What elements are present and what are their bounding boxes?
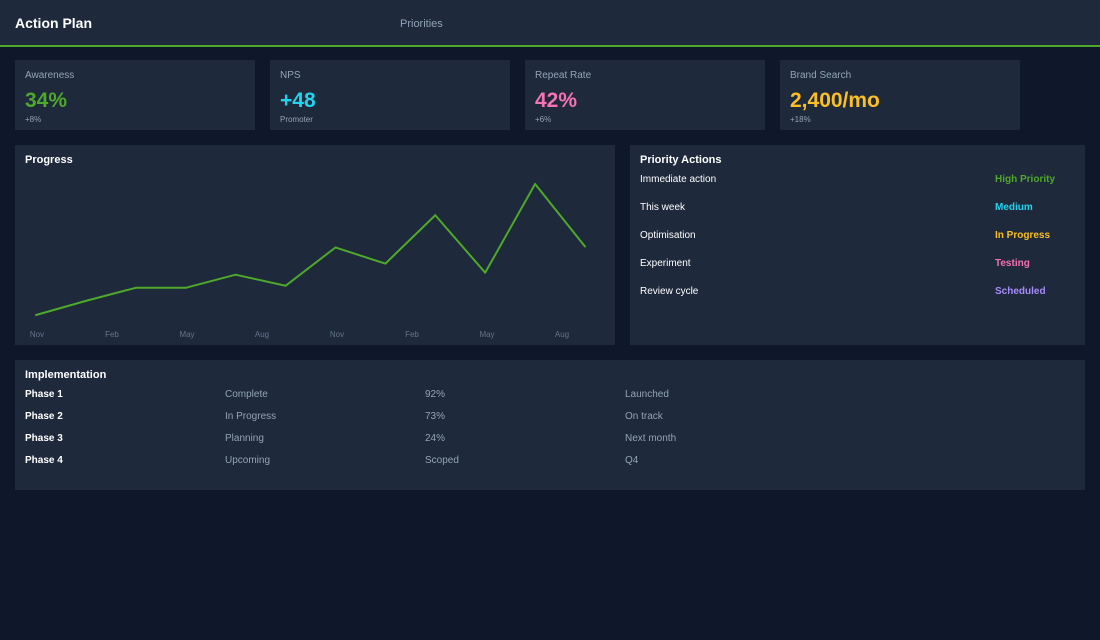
phase-percent: 24% bbox=[425, 433, 446, 444]
progress-title: Progress bbox=[25, 154, 73, 166]
kpi-label: NPS bbox=[280, 70, 301, 81]
phase-name: Phase 1 bbox=[25, 389, 63, 400]
progress-data-point bbox=[134, 286, 137, 289]
implementation-row: Phase 4 Upcoming Scoped Q4 bbox=[25, 455, 1075, 471]
implementation-row: Phase 2 In Progress 73% On track bbox=[25, 411, 1075, 427]
kpi-sub: +8% bbox=[25, 115, 42, 124]
priority-action-label: Experiment bbox=[640, 258, 691, 269]
progress-data-point bbox=[434, 214, 437, 217]
priority-action-row[interactable]: This week Medium bbox=[640, 202, 1065, 218]
progress-panel: Progress Nov Feb May Aug Nov Feb May Aug bbox=[15, 145, 615, 345]
kpi-card-nps: NPS +48 Promoter bbox=[270, 60, 510, 130]
kpi-label: Awareness bbox=[25, 70, 75, 81]
x-tick-label: May bbox=[179, 330, 194, 339]
phase-status: Planning bbox=[225, 433, 264, 444]
kpi-sub: Promoter bbox=[280, 115, 313, 124]
priority-actions-title: Priority Actions bbox=[640, 154, 722, 166]
priority-action-row[interactable]: Optimisation In Progress bbox=[640, 230, 1065, 246]
phase-note: Q4 bbox=[625, 455, 639, 466]
x-tick-label: Aug bbox=[255, 330, 269, 339]
phase-status: Upcoming bbox=[225, 455, 271, 466]
kpi-label: Brand Search bbox=[790, 70, 852, 81]
x-tick-label: Feb bbox=[105, 330, 119, 339]
implementation-row: Phase 1 Complete 92% Launched bbox=[25, 389, 1075, 405]
priority-action-row[interactable]: Immediate action High Priority bbox=[640, 174, 1065, 190]
priority-action-status: Scheduled bbox=[995, 286, 1046, 297]
implementation-row: Phase 3 Planning 24% Next month bbox=[25, 433, 1075, 449]
nav-priorities-link[interactable]: Priorities bbox=[400, 18, 443, 30]
progress-series-line bbox=[35, 183, 586, 316]
progress-data-point bbox=[384, 262, 387, 265]
implementation-title: Implementation bbox=[25, 369, 107, 381]
priority-action-status: Testing bbox=[995, 258, 1030, 269]
phase-status: Complete bbox=[225, 389, 268, 400]
x-tick-label: Aug bbox=[555, 330, 569, 339]
priority-actions-panel: Priority Actions Immediate action High P… bbox=[630, 145, 1085, 345]
priority-action-row[interactable]: Review cycle Scheduled bbox=[640, 286, 1065, 302]
priority-action-status: Medium bbox=[995, 202, 1033, 213]
progress-data-point bbox=[584, 245, 586, 248]
progress-data-point bbox=[35, 314, 37, 316]
kpi-value: 34% bbox=[25, 89, 68, 112]
phase-name: Phase 2 bbox=[25, 411, 63, 422]
phase-name: Phase 4 bbox=[25, 455, 63, 466]
app-header: Action Plan Priorities bbox=[0, 0, 1100, 47]
priority-action-label: Optimisation bbox=[640, 230, 696, 241]
phase-note: Launched bbox=[625, 389, 669, 400]
x-tick-label: Nov bbox=[330, 330, 344, 339]
progress-data-point bbox=[484, 271, 487, 274]
kpi-value: 42% bbox=[535, 89, 578, 112]
kpi-value: 2,400/mo bbox=[790, 89, 880, 112]
implementation-panel: Implementation Phase 1 Complete 92% Laun… bbox=[15, 360, 1085, 490]
priority-action-label: Review cycle bbox=[640, 286, 699, 297]
priority-action-status: High Priority bbox=[995, 174, 1056, 185]
phase-note: On track bbox=[625, 411, 663, 422]
phase-percent: 73% bbox=[425, 411, 446, 422]
priority-action-label: Immediate action bbox=[640, 174, 717, 185]
kpi-value: +48 bbox=[280, 89, 316, 112]
progress-data-point bbox=[534, 183, 537, 185]
kpi-card-repeat-rate: Repeat Rate 42% +6% bbox=[525, 60, 765, 130]
phase-percent: Scoped bbox=[425, 455, 459, 466]
progress-data-point bbox=[334, 246, 337, 249]
x-tick-label: May bbox=[479, 330, 494, 339]
x-tick-label: Feb bbox=[405, 330, 419, 339]
progress-data-point bbox=[284, 284, 287, 287]
progress-line-chart: Nov Feb May Aug Nov Feb May Aug bbox=[30, 183, 586, 339]
phase-note: Next month bbox=[625, 433, 677, 444]
progress-data-point bbox=[234, 273, 237, 276]
phase-name: Phase 3 bbox=[25, 433, 63, 444]
app-title: Action Plan bbox=[15, 15, 93, 31]
phase-status: In Progress bbox=[225, 411, 277, 422]
priority-action-status: In Progress bbox=[995, 230, 1051, 241]
kpi-sub: +18% bbox=[790, 115, 811, 124]
kpi-label: Repeat Rate bbox=[535, 70, 592, 81]
kpi-card-awareness: Awareness 34% +8% bbox=[15, 60, 255, 130]
progress-data-point bbox=[184, 286, 187, 289]
progress-data-point bbox=[84, 299, 87, 302]
phase-percent: 92% bbox=[425, 389, 446, 400]
priority-action-row[interactable]: Experiment Testing bbox=[640, 258, 1065, 274]
x-tick-label: Nov bbox=[30, 330, 44, 339]
kpi-card-brand-search: Brand Search 2,400/mo +18% bbox=[780, 60, 1020, 130]
kpi-sub: +6% bbox=[535, 115, 552, 124]
priority-action-label: This week bbox=[640, 202, 686, 213]
